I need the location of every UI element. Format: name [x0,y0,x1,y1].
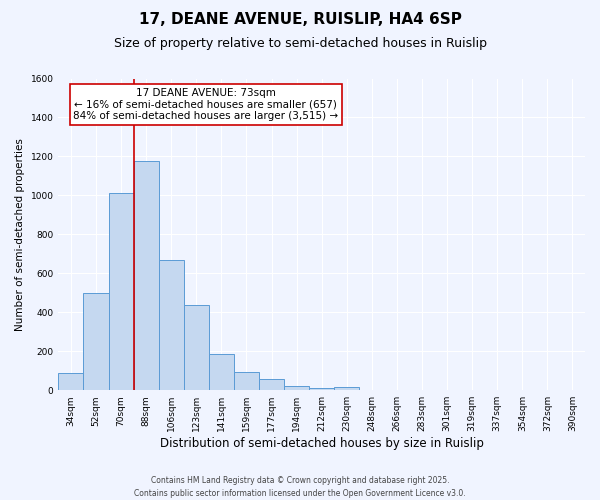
Bar [159,260,184,390]
Text: 17, DEANE AVENUE, RUISLIP, HA4 6SP: 17, DEANE AVENUE, RUISLIP, HA4 6SP [139,12,461,28]
Text: 17 DEANE AVENUE: 73sqm
← 16% of semi-detached houses are smaller (657)
84% of se: 17 DEANE AVENUE: 73sqm ← 16% of semi-det… [73,88,338,121]
Bar [58,372,83,390]
Bar [83,293,109,390]
Bar [184,306,209,390]
Bar [234,372,259,390]
Y-axis label: Number of semi-detached properties: Number of semi-detached properties [15,138,25,331]
Bar [334,388,359,390]
Bar [284,386,309,390]
Bar [134,162,159,390]
Text: Size of property relative to semi-detached houses in Ruislip: Size of property relative to semi-detach… [113,38,487,51]
Bar [309,388,334,390]
Text: Contains HM Land Registry data © Crown copyright and database right 2025.
Contai: Contains HM Land Registry data © Crown c… [134,476,466,498]
X-axis label: Distribution of semi-detached houses by size in Ruislip: Distribution of semi-detached houses by … [160,437,484,450]
Bar [209,354,234,390]
Bar [259,380,284,390]
Bar [109,194,134,390]
